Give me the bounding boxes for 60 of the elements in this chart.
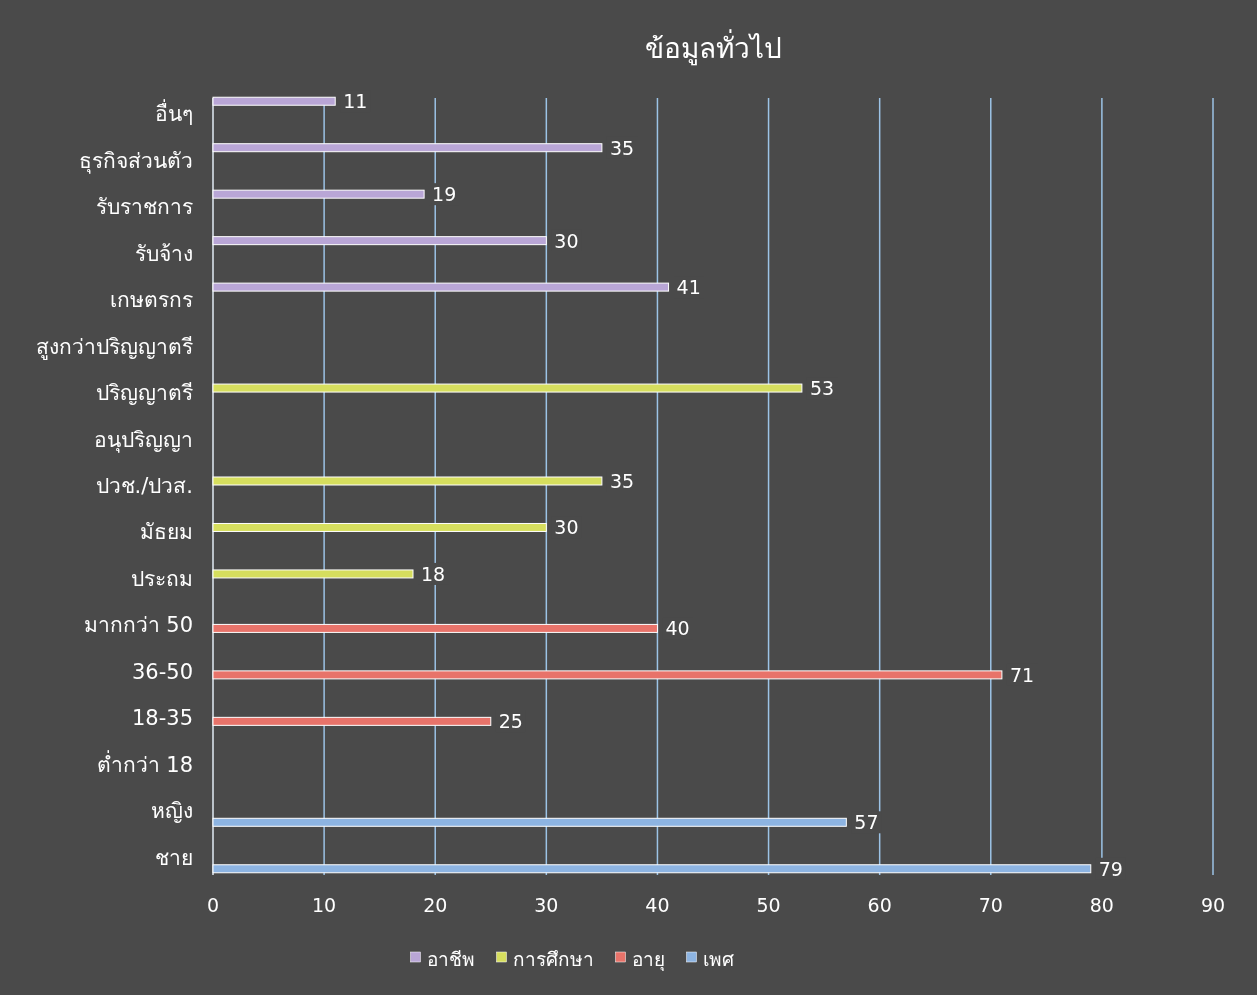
legend-label: เพศ <box>702 948 734 970</box>
bar <box>212 623 658 633</box>
bar <box>212 236 547 246</box>
legend-label: การศึกษา <box>512 948 594 970</box>
data-label: 71 <box>1009 663 1035 686</box>
y-tick-label: ธุรกิจส่วนตัว <box>79 148 193 174</box>
y-tick-label: มัธยม <box>140 520 193 545</box>
bar <box>212 282 670 292</box>
x-tick-label: 80 <box>1089 894 1114 916</box>
x-tick-label: 40 <box>645 894 670 916</box>
data-label: 35 <box>609 470 635 492</box>
data-label: 41 <box>676 276 701 299</box>
x-tick-label: 10 <box>312 894 337 916</box>
legend-label: อายุ <box>631 948 665 972</box>
x-tick-label: 0 <box>206 894 220 916</box>
data-label: 30 <box>554 229 579 252</box>
y-tick-label: อื่นๆ <box>155 99 193 127</box>
bar <box>212 476 603 486</box>
data-label: 11 <box>343 90 368 113</box>
y-tick-label: สูงกว่าปริญญาตรี <box>36 334 193 360</box>
x-tick-label: 70 <box>978 894 1003 916</box>
bar <box>212 569 414 579</box>
y-tick-label: ปริญญาตรี <box>96 381 193 406</box>
data-label: 30 <box>554 516 579 539</box>
bar <box>212 817 847 827</box>
data-label: 53 <box>809 377 835 400</box>
y-tick-label: ปวช./ปวส. <box>95 474 193 498</box>
y-tick-label: 36-50 <box>131 659 193 684</box>
data-label: 57 <box>854 811 879 834</box>
data-label: 40 <box>665 617 690 640</box>
bar <box>212 670 1003 680</box>
legend-label: อาชีพ <box>426 948 475 970</box>
x-tick-label: 20 <box>423 894 448 916</box>
data-label: 79 <box>1098 857 1123 880</box>
y-tick-label: รับราชการ <box>96 195 193 220</box>
x-tick-label: 90 <box>1200 894 1226 916</box>
x-tick-label: 50 <box>756 894 781 916</box>
y-tick-label: ประถม <box>131 566 193 591</box>
data-label: 35 <box>609 136 635 159</box>
bar <box>212 864 1092 874</box>
y-tick-label: 18-35 <box>131 706 193 731</box>
y-tick-label: มากกว่า 50 <box>83 613 193 638</box>
chart-title: ข้อมูลทั่วไป <box>644 29 782 66</box>
data-label: 19 <box>432 183 457 206</box>
bar <box>212 383 803 393</box>
bar <box>212 522 547 532</box>
y-tick-label: หญิง <box>151 799 193 824</box>
bar <box>212 189 425 199</box>
y-tick-label: รับจ้าง <box>135 241 193 266</box>
x-tick-label: 60 <box>867 894 892 916</box>
bar <box>212 96 336 106</box>
data-label: 25 <box>498 710 523 733</box>
x-tick-label: 30 <box>534 894 559 916</box>
y-tick-label: ต่ำกว่า 18 <box>96 749 193 777</box>
bar <box>212 716 492 726</box>
y-tick-label: อนุปริญญา <box>94 427 193 453</box>
y-tick-label: เกษตรกร <box>110 288 193 313</box>
data-label: 18 <box>421 562 446 585</box>
bar <box>212 143 603 153</box>
y-tick-label: ชาย <box>155 845 193 870</box>
